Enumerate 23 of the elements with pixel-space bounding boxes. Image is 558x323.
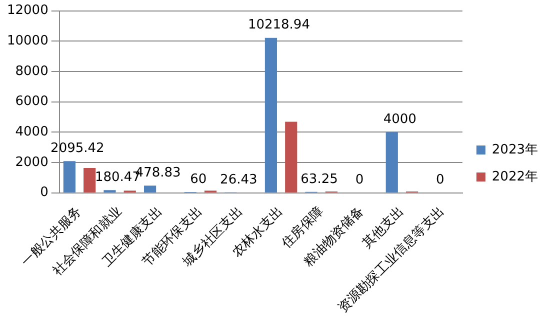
data-label: 26.43 (220, 172, 258, 188)
y-tick-label: 6000 (15, 94, 48, 110)
bar (285, 122, 298, 192)
legend-label: 2022年 (492, 169, 538, 184)
data-label: 63.25 (300, 172, 338, 187)
y-tick-label: 10000 (6, 34, 48, 49)
data-label: 60 (190, 172, 207, 187)
y-tick-label: 4000 (15, 124, 48, 140)
bar (386, 132, 398, 192)
data-label: 0 (436, 172, 444, 188)
legend-label: 2023年 (492, 142, 538, 158)
data-label: 4000 (383, 112, 416, 128)
bar (144, 186, 156, 192)
bar (84, 168, 96, 192)
y-tick-label: 12000 (6, 3, 48, 18)
y-tick-label: 2000 (15, 154, 48, 170)
data-label: 0 (355, 172, 364, 188)
bar (63, 161, 76, 192)
data-label: 2095.42 (50, 140, 104, 156)
bar (264, 38, 278, 192)
y-tick-label: 8000 (15, 64, 48, 79)
y-tick-label: 0 (40, 185, 48, 200)
data-label: 10218.94 (248, 18, 310, 33)
